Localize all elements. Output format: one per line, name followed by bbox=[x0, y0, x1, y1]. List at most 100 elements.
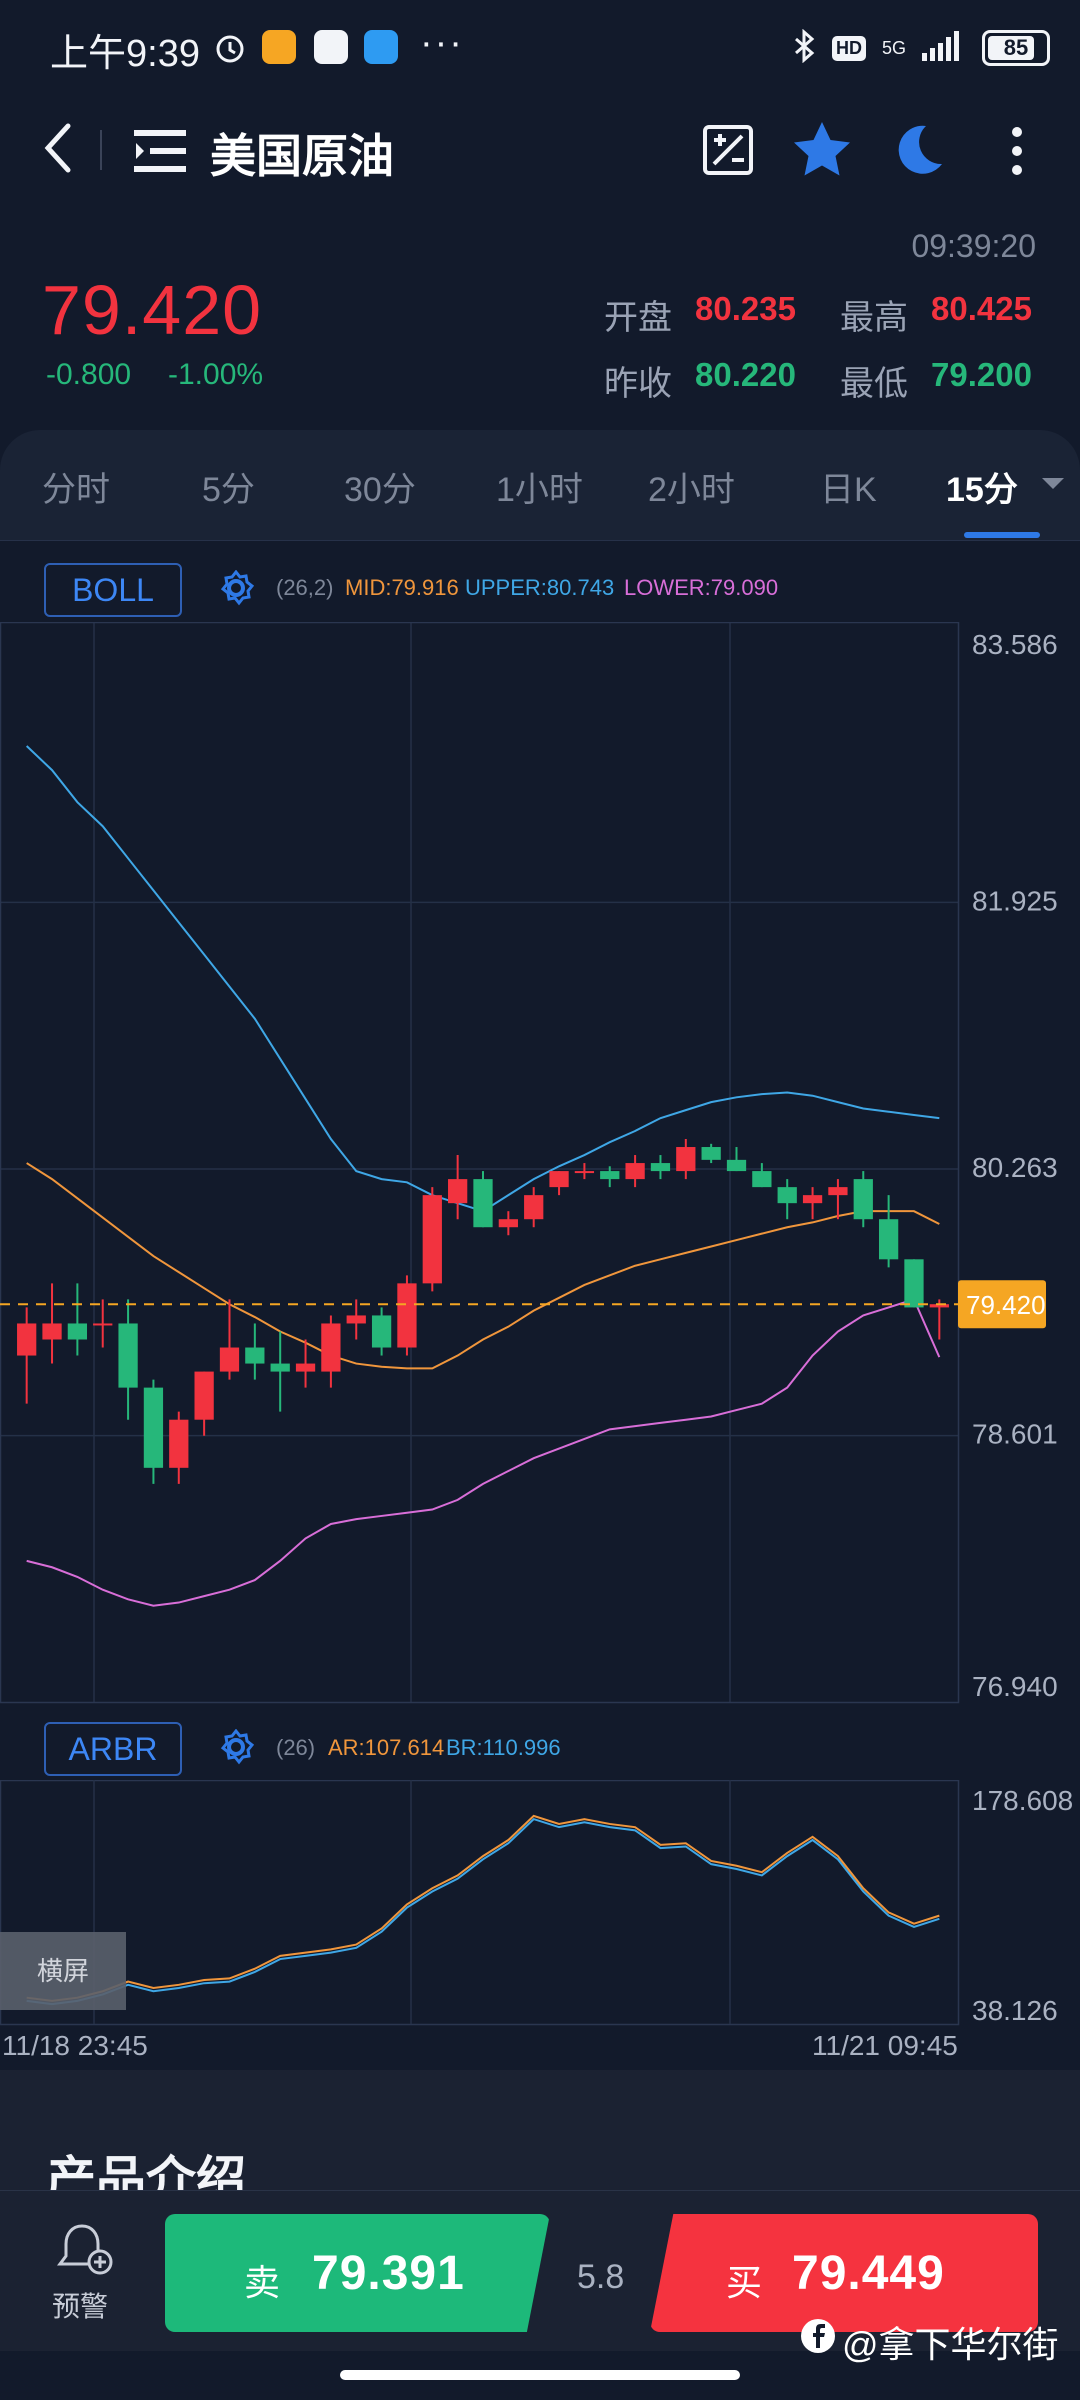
sub-indicator-selector[interactable]: ARBR bbox=[44, 1722, 182, 1776]
y-axis-label: 80.263 bbox=[972, 1152, 1058, 1183]
buy-price: 79.449 bbox=[792, 2247, 945, 2300]
alarm-icon bbox=[212, 30, 248, 71]
facebook-icon bbox=[800, 2318, 836, 2359]
boll-params: (26,2) bbox=[276, 575, 334, 600]
arbr-chart[interactable]: 178.608 38.126 bbox=[0, 1780, 1080, 2030]
settings-gear-icon[interactable] bbox=[218, 569, 255, 611]
price-change: -0.800 bbox=[46, 358, 132, 391]
candle-body bbox=[878, 1219, 899, 1260]
period-tabs bbox=[0, 430, 1080, 540]
spread-value: 5.8 bbox=[577, 2258, 625, 2296]
boll-lower: LOWER:79.090 bbox=[624, 575, 779, 600]
br-line bbox=[26, 1817, 940, 2006]
price-change-percent: -1.00% bbox=[168, 358, 264, 391]
candle-body bbox=[219, 1347, 240, 1372]
divider bbox=[100, 130, 102, 170]
candle-body bbox=[701, 1147, 721, 1160]
tab-30min[interactable]: 30分 bbox=[344, 471, 416, 509]
candle-body bbox=[422, 1195, 442, 1284]
open-label: 开盘 bbox=[604, 299, 672, 337]
status-indicators: HD 5G 85 bbox=[792, 28, 1050, 68]
tab-1hour[interactable]: 1小时 bbox=[496, 471, 583, 509]
high-label: 最高 bbox=[840, 299, 908, 337]
page-title: 美国原油 bbox=[210, 130, 394, 182]
candle-body bbox=[397, 1283, 417, 1348]
product-intro-panel bbox=[0, 2070, 1080, 2190]
candle-body bbox=[169, 1419, 189, 1468]
menu-icon[interactable] bbox=[134, 128, 188, 179]
more-icon[interactable] bbox=[1010, 126, 1024, 181]
signal-icon bbox=[922, 30, 966, 66]
sub-plot-border bbox=[0, 1780, 960, 2026]
buy-button[interactable] bbox=[650, 2214, 1038, 2332]
chart-panel bbox=[0, 540, 1080, 2071]
y-axis-label: 83.586 bbox=[972, 629, 1058, 660]
candle-body bbox=[17, 1323, 37, 1356]
status-bar: 上午9:39 ··· HD 5G 85 bbox=[0, 0, 1080, 100]
candle-body bbox=[650, 1163, 671, 1172]
candle-body bbox=[929, 1304, 949, 1308]
candle-body bbox=[752, 1171, 772, 1188]
battery-level: 85 bbox=[1003, 35, 1029, 60]
candlestick-chart[interactable]: 83.586 81.925 80.263 78.601 76.940 79.420 bbox=[0, 622, 1080, 1712]
last-price: 79.420 bbox=[42, 271, 263, 349]
sell-price: 79.391 bbox=[312, 2247, 465, 2300]
candle-body bbox=[194, 1371, 214, 1420]
current-price-tag bbox=[958, 1280, 1046, 1329]
bell-plus-icon[interactable] bbox=[52, 2220, 116, 2289]
status-time: 上午9:39 bbox=[50, 33, 200, 75]
candle-body bbox=[270, 1363, 290, 1372]
candle-body bbox=[473, 1179, 493, 1228]
candle-body bbox=[904, 1259, 924, 1308]
sell-button[interactable] bbox=[165, 2214, 550, 2332]
candle-body bbox=[574, 1171, 595, 1174]
low-value: 79.200 bbox=[931, 356, 1032, 393]
alert-label[interactable]: 预警 bbox=[52, 2291, 109, 2322]
header bbox=[0, 100, 1080, 200]
boll-mid-line bbox=[26, 1162, 940, 1370]
star-icon[interactable] bbox=[792, 120, 852, 183]
active-tab-indicator bbox=[964, 532, 1040, 538]
ar-line bbox=[26, 1814, 940, 2002]
battery-icon: 85 bbox=[982, 30, 1050, 66]
sell-label: 卖 bbox=[244, 2262, 281, 2303]
y-axis-label: 76.940 bbox=[972, 1671, 1058, 1702]
tab-2hour[interactable]: 2小时 bbox=[648, 471, 735, 509]
tab-daily[interactable]: 日K bbox=[820, 471, 877, 509]
tab-15min[interactable]: 15分 bbox=[946, 471, 1018, 509]
candle-body bbox=[777, 1187, 797, 1204]
high-value: 80.425 bbox=[931, 290, 1032, 327]
x-label-start: 11/18 23:45 bbox=[2, 2030, 148, 2061]
back-icon[interactable] bbox=[40, 120, 76, 181]
chevron-down-icon[interactable] bbox=[1040, 476, 1066, 497]
home-indicator[interactable] bbox=[340, 2370, 740, 2380]
candle-body bbox=[346, 1315, 366, 1324]
candle-body bbox=[143, 1387, 164, 1468]
watermark: @拿下华尔街 bbox=[842, 2324, 1059, 2365]
candle-body bbox=[118, 1323, 138, 1388]
arbr-params: (26) bbox=[276, 1735, 316, 1760]
main-indicator-selector[interactable]: BOLL bbox=[44, 563, 182, 617]
candle-body bbox=[498, 1219, 518, 1228]
tab-timeshare[interactable]: 分时 bbox=[42, 471, 110, 509]
candle-body bbox=[524, 1195, 544, 1220]
bluetooth-icon bbox=[792, 28, 816, 68]
settings-gear-icon-2[interactable] bbox=[218, 1728, 255, 1770]
moon-icon[interactable] bbox=[890, 122, 946, 183]
candle-body bbox=[371, 1315, 392, 1348]
chart-compare-icon[interactable] bbox=[702, 124, 754, 181]
candle-body bbox=[245, 1347, 265, 1364]
open-value: 80.235 bbox=[695, 290, 796, 327]
tab-5min[interactable]: 5分 bbox=[202, 471, 255, 509]
y-axis-label: 78.601 bbox=[972, 1419, 1058, 1450]
arbr-br: BR:110.996 bbox=[446, 1735, 561, 1760]
candle-body bbox=[67, 1323, 88, 1340]
prev-close-value: 80.220 bbox=[695, 356, 796, 393]
status-overflow: ··· bbox=[420, 22, 464, 64]
candle-body bbox=[549, 1171, 569, 1188]
app-notification-icon bbox=[262, 30, 296, 64]
landscape-button[interactable]: 横屏 bbox=[0, 1932, 126, 2010]
arbr-ar: AR:107.614 bbox=[328, 1735, 445, 1760]
candle-body bbox=[448, 1179, 468, 1204]
boll-upper-line bbox=[25, 745, 940, 1213]
